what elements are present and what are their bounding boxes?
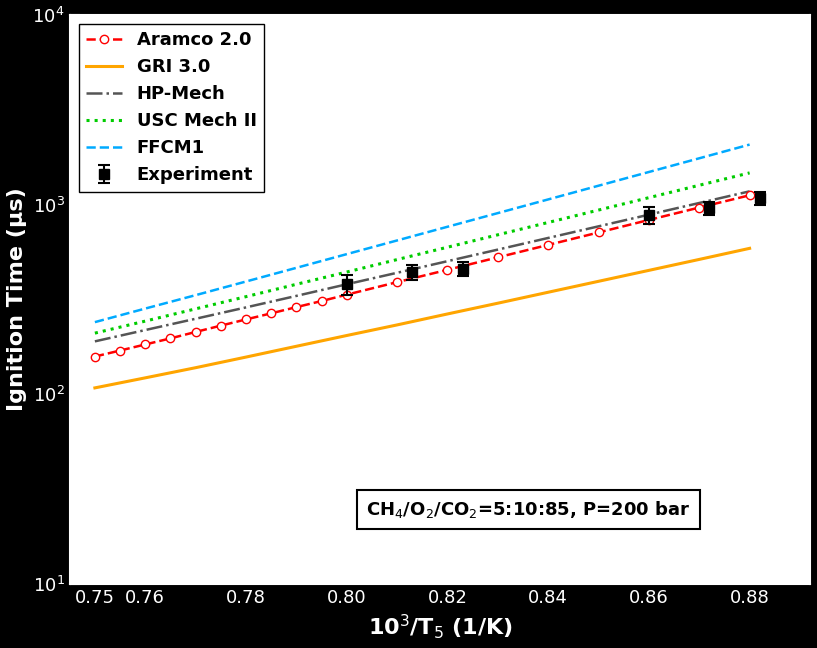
Aramco 2.0 — [594, 229, 604, 237]
Line: Aramco 2.0: Aramco 2.0 — [91, 191, 754, 361]
Text: CH$_4$/O$_2$/CO$_2$=5:10:85, P=200 bar: CH$_4$/O$_2$/CO$_2$=5:10:85, P=200 bar — [367, 500, 691, 520]
HP-Mech — [543, 234, 553, 242]
USC Mech II — [241, 293, 251, 301]
FFCM1 — [745, 141, 755, 148]
GRI 3.0 — [493, 299, 502, 307]
FFCM1 — [241, 277, 251, 285]
Aramco 2.0 — [694, 203, 704, 211]
USC Mech II — [543, 218, 553, 226]
FFCM1 — [90, 318, 100, 326]
USC Mech II — [594, 206, 604, 214]
GRI 3.0 — [694, 255, 704, 263]
FFCM1 — [292, 264, 301, 272]
HP-Mech — [141, 326, 150, 334]
FFCM1 — [493, 209, 502, 217]
HP-Mech — [392, 269, 402, 277]
Aramco 2.0 — [266, 310, 276, 318]
FFCM1 — [644, 168, 654, 176]
Aramco 2.0 — [241, 316, 251, 323]
FFCM1 — [443, 223, 453, 231]
FFCM1 — [543, 196, 553, 203]
GRI 3.0 — [543, 288, 553, 296]
USC Mech II — [745, 169, 755, 177]
GRI 3.0 — [241, 353, 251, 361]
GRI 3.0 — [745, 244, 755, 252]
HP-Mech — [90, 338, 100, 345]
Aramco 2.0 — [543, 241, 553, 249]
HP-Mech — [190, 315, 200, 323]
FFCM1 — [342, 250, 351, 258]
Aramco 2.0 — [745, 191, 755, 199]
Aramco 2.0 — [443, 266, 453, 273]
Line: FFCM1: FFCM1 — [95, 145, 750, 322]
USC Mech II — [190, 305, 200, 313]
HP-Mech — [292, 292, 301, 300]
USC Mech II — [141, 318, 150, 325]
USC Mech II — [292, 281, 301, 288]
HP-Mech — [745, 187, 755, 195]
FFCM1 — [392, 237, 402, 244]
USC Mech II — [443, 244, 453, 251]
GRI 3.0 — [594, 277, 604, 285]
HP-Mech — [241, 303, 251, 311]
GRI 3.0 — [190, 364, 200, 371]
GRI 3.0 — [342, 332, 351, 340]
X-axis label: 10$^3$/T$_5$ (1/K): 10$^3$/T$_5$ (1/K) — [368, 612, 512, 641]
GRI 3.0 — [443, 310, 453, 318]
USC Mech II — [392, 256, 402, 264]
Aramco 2.0 — [392, 278, 402, 286]
GRI 3.0 — [644, 266, 654, 274]
USC Mech II — [90, 329, 100, 337]
Y-axis label: Ignition Time (μs): Ignition Time (μs) — [7, 187, 27, 411]
Aramco 2.0 — [644, 216, 654, 224]
Aramco 2.0 — [216, 322, 225, 330]
HP-Mech — [342, 281, 351, 288]
FFCM1 — [694, 154, 704, 162]
Aramco 2.0 — [141, 341, 150, 349]
GRI 3.0 — [141, 374, 150, 382]
Aramco 2.0 — [317, 297, 327, 305]
USC Mech II — [644, 194, 654, 202]
GRI 3.0 — [292, 342, 301, 350]
Line: HP-Mech: HP-Mech — [95, 191, 750, 341]
Aramco 2.0 — [115, 347, 125, 354]
USC Mech II — [342, 268, 351, 276]
Legend: Aramco 2.0, GRI 3.0, HP-Mech, USC Mech II, FFCM1, Experiment: Aramco 2.0, GRI 3.0, HP-Mech, USC Mech I… — [78, 24, 264, 192]
HP-Mech — [594, 222, 604, 230]
Line: USC Mech II: USC Mech II — [95, 173, 750, 333]
HP-Mech — [443, 257, 453, 265]
FFCM1 — [141, 305, 150, 312]
HP-Mech — [644, 211, 654, 218]
Aramco 2.0 — [342, 291, 351, 299]
HP-Mech — [493, 246, 502, 253]
USC Mech II — [493, 231, 502, 238]
FFCM1 — [190, 291, 200, 299]
GRI 3.0 — [90, 384, 100, 392]
Aramco 2.0 — [292, 303, 301, 311]
HP-Mech — [694, 199, 704, 207]
Aramco 2.0 — [166, 334, 176, 342]
FFCM1 — [594, 182, 604, 190]
USC Mech II — [694, 181, 704, 189]
Line: GRI 3.0: GRI 3.0 — [95, 248, 750, 388]
Aramco 2.0 — [90, 353, 100, 360]
Aramco 2.0 — [493, 253, 502, 261]
GRI 3.0 — [392, 321, 402, 329]
Aramco 2.0 — [190, 328, 200, 336]
